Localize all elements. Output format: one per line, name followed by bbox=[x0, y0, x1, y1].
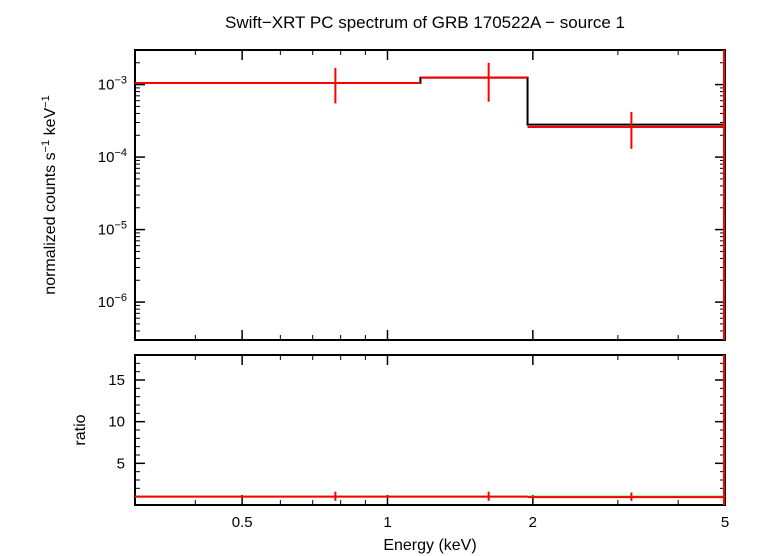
spectrum-chart: Swift−XRT PC spectrum of GRB 170522A − s… bbox=[0, 0, 770, 556]
x-tick-label: 1 bbox=[383, 514, 391, 531]
x-tick-label: 0.5 bbox=[232, 514, 253, 531]
x-tick-label: 5 bbox=[721, 514, 729, 531]
y2-tick-label: 10 bbox=[108, 414, 125, 431]
y1-axis-label: normalized counts s−1 keV−1 bbox=[40, 95, 59, 294]
x-tick-label: 2 bbox=[529, 514, 537, 531]
y2-axis-label: ratio bbox=[72, 414, 89, 445]
x-axis-label: Energy (keV) bbox=[383, 537, 476, 554]
chart-svg: Swift−XRT PC spectrum of GRB 170522A − s… bbox=[0, 0, 770, 556]
y2-tick-label: 5 bbox=[117, 455, 125, 472]
chart-title: Swift−XRT PC spectrum of GRB 170522A − s… bbox=[225, 13, 625, 32]
y2-tick-label: 15 bbox=[108, 372, 125, 389]
